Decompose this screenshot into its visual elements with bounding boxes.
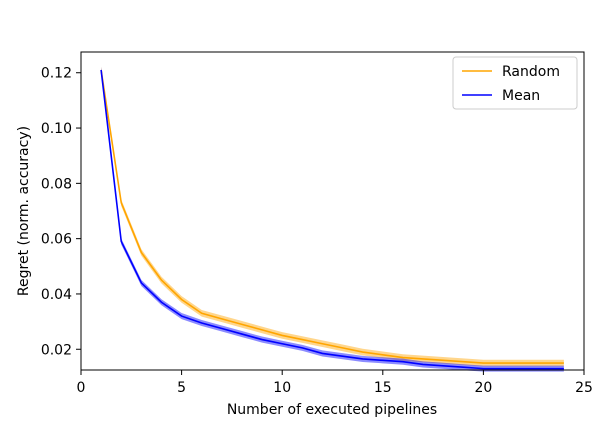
y-tick-label: 0.06: [41, 232, 72, 248]
y-tick-label: 0.04: [41, 287, 72, 303]
y-tick-label: 0.12: [41, 66, 72, 82]
line-random: [100, 69, 564, 364]
y-tick-label: 0.02: [41, 342, 72, 358]
band-mean: [101, 66, 564, 372]
confidence-bands: [101, 66, 564, 372]
x-axis-label: Number of executed pipelines: [227, 402, 437, 418]
legend: Random Mean: [452, 56, 578, 110]
x-tick-label: 15: [374, 380, 392, 396]
y-axis-label: Regret (norm. accuracy): [16, 126, 32, 296]
line-mean: [100, 69, 564, 370]
x-tick-label: 5: [177, 380, 186, 396]
x-tick-label: 10: [273, 380, 291, 396]
x-tick-label: 0: [77, 380, 86, 396]
y-axis-ticks: 0.02 0.04 0.06 0.08 0.10 0.12: [41, 66, 81, 358]
y-tick-label: 0.10: [41, 121, 72, 137]
series-lines: [100, 69, 564, 370]
x-axis-ticks: 0 5 10 15 20 25: [77, 370, 593, 396]
legend-label-mean: Mean: [502, 88, 540, 104]
legend-label-random: Random: [502, 64, 560, 80]
plot-frame: [80, 51, 585, 371]
x-tick-label: 25: [575, 380, 593, 396]
x-tick-label: 20: [474, 380, 492, 396]
y-tick-label: 0.08: [41, 176, 72, 192]
legend-box: [452, 56, 578, 110]
band-random: [101, 66, 564, 367]
